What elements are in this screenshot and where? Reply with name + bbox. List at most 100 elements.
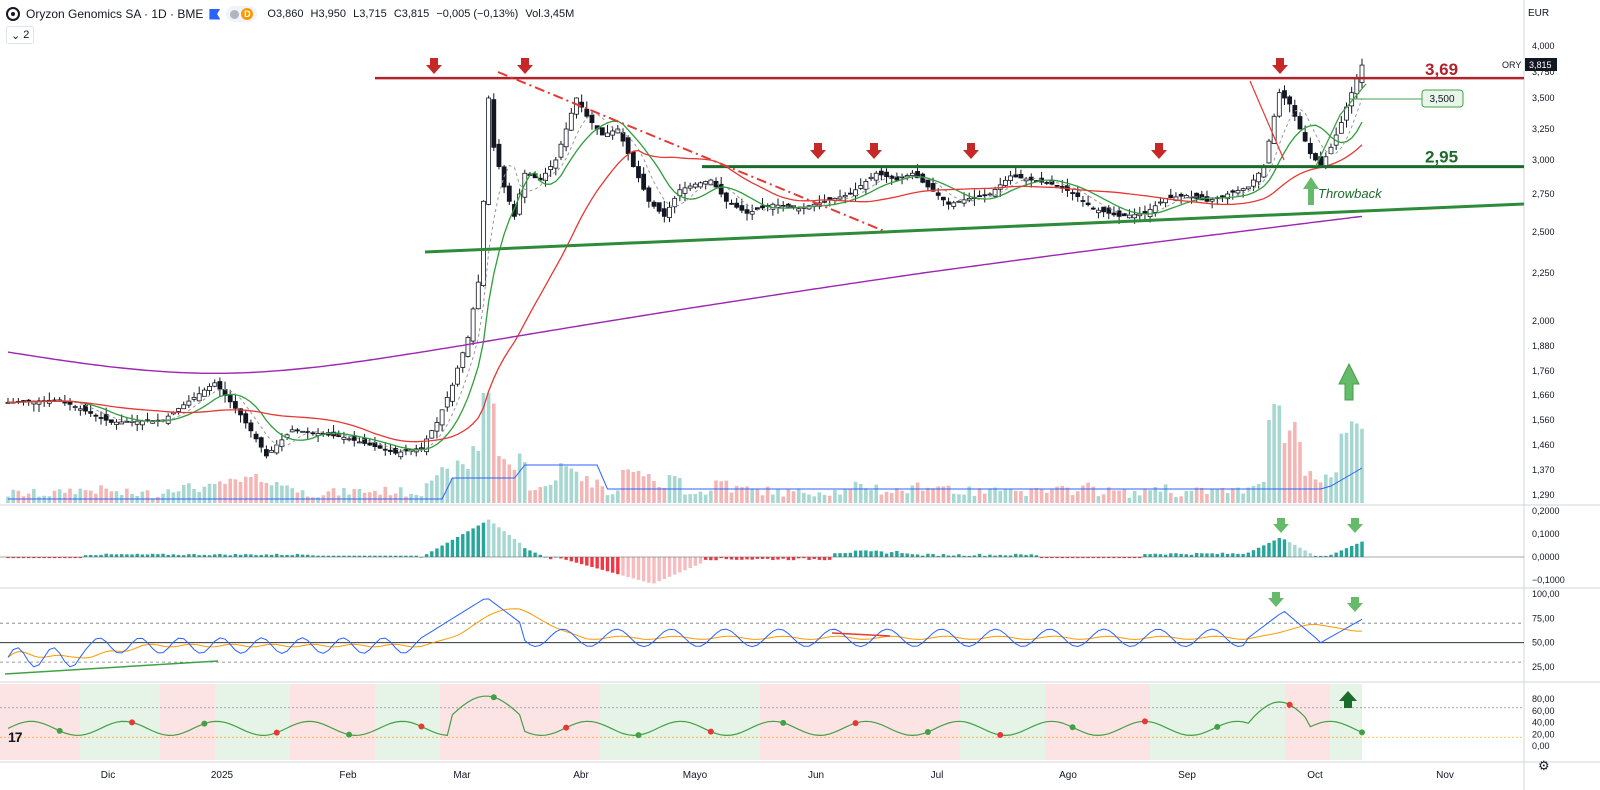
oscillator-signal-dot [707, 728, 714, 735]
candle [744, 209, 750, 214]
histogram-bar [750, 557, 754, 560]
candle [346, 438, 352, 441]
volume-bar [1096, 496, 1101, 503]
volume-bar [305, 496, 310, 503]
histogram-bar [466, 531, 470, 557]
volume-bar [373, 490, 377, 503]
volume-bar [1106, 487, 1111, 503]
histogram-bar [1236, 553, 1240, 557]
histogram-bar [1003, 555, 1008, 557]
volume-bar [1220, 488, 1225, 503]
histogram-bar [259, 554, 263, 557]
candle [1013, 174, 1019, 178]
candle [615, 128, 621, 134]
histogram-bar [316, 555, 320, 557]
oscillator-tick-label: 20,00 [1532, 729, 1555, 739]
histogram-bar [502, 531, 506, 557]
price-tick-label: 2,500 [1532, 227, 1555, 237]
histogram-bar [1277, 538, 1282, 557]
volume-bar [1308, 471, 1313, 503]
volume-bar [476, 450, 481, 503]
volume-bar [1184, 490, 1189, 503]
ma-slow-line [7, 215, 1363, 374]
oscillator-line [7, 695, 1363, 737]
price-tick-label: 4,000 [1532, 41, 1555, 51]
histogram-bar [1019, 554, 1023, 557]
histogram-bar [68, 557, 72, 559]
volume-bar [698, 491, 703, 503]
volume-bar [1122, 488, 1127, 503]
oscillator-signal-dot [924, 728, 931, 735]
candle [842, 195, 848, 198]
histogram-bar [709, 557, 713, 561]
histogram-bar [1117, 557, 1121, 559]
open-value: O3,860 [267, 8, 304, 20]
symbol-logo-icon [6, 7, 20, 21]
indicators-collapse-button[interactable]: ⌄ 2 [6, 26, 35, 44]
volume-bar [616, 490, 620, 503]
candle [248, 422, 254, 432]
candle [481, 200, 486, 286]
histogram-bar [393, 555, 398, 557]
histogram-bar [983, 555, 987, 557]
oscillator-signal-dot [273, 729, 280, 736]
histogram-bar [78, 557, 83, 559]
currency-label[interactable]: EUR [1528, 8, 1550, 19]
histogram-bar [936, 555, 940, 557]
volume-bar [1060, 485, 1065, 503]
histogram-bar [543, 557, 548, 558]
histogram-bar [476, 525, 480, 557]
histogram-bar [574, 557, 579, 563]
symbol-tag [1500, 59, 1524, 70]
volume-bar [455, 460, 460, 503]
histogram-bar [791, 557, 796, 561]
volume-bar [889, 493, 894, 503]
flag-icon[interactable] [209, 8, 221, 20]
histogram-bar [698, 557, 703, 564]
price-tick-label: 2,750 [1532, 189, 1555, 199]
histogram-bar [290, 555, 294, 557]
volume-bar [192, 489, 196, 503]
candle [486, 97, 492, 205]
status-pill[interactable]: D [226, 6, 258, 22]
rsi-tick-label: 25,00 [1532, 662, 1555, 672]
volume-bar [1143, 488, 1147, 503]
gear-icon[interactable]: ⚙ [1538, 758, 1550, 773]
candle [651, 201, 657, 207]
histogram-bar [492, 523, 496, 557]
volume-bar [68, 488, 72, 503]
histogram-bar [843, 553, 847, 557]
volume-bar [507, 464, 512, 503]
candle [1271, 115, 1277, 144]
price-tick-label: 3,750 [1532, 67, 1555, 77]
histogram-bar [99, 554, 103, 557]
histogram-bar [280, 555, 284, 557]
histogram-bar [693, 557, 698, 566]
histogram-bar [37, 557, 41, 559]
histogram-bar [109, 554, 114, 557]
histogram-bar [833, 553, 837, 557]
hist-tick-label: −0,1000 [1532, 575, 1565, 585]
histogram-bar [719, 557, 723, 559]
candle [1127, 214, 1132, 219]
candle [253, 433, 259, 440]
histogram-bar [796, 557, 801, 559]
candle [1359, 64, 1365, 83]
volume-bar [114, 491, 119, 503]
histogram-bar [156, 554, 160, 557]
volume-bar [833, 490, 837, 503]
histogram-bar [828, 557, 832, 560]
histogram-bar [362, 555, 367, 557]
histogram-bar [114, 554, 119, 557]
histogram-bar [771, 557, 775, 561]
symbol-title[interactable]: Oryzon Genomics SA · 1D · BME [26, 7, 204, 21]
candle [1168, 194, 1174, 199]
volume-bar [78, 488, 83, 503]
volume-bar [212, 483, 217, 503]
volume-bar [1225, 493, 1230, 503]
histogram-bar [812, 557, 816, 560]
rsi-tick-label: 75,00 [1532, 613, 1555, 623]
histogram-bar [853, 550, 858, 557]
volume-bar [864, 488, 868, 503]
